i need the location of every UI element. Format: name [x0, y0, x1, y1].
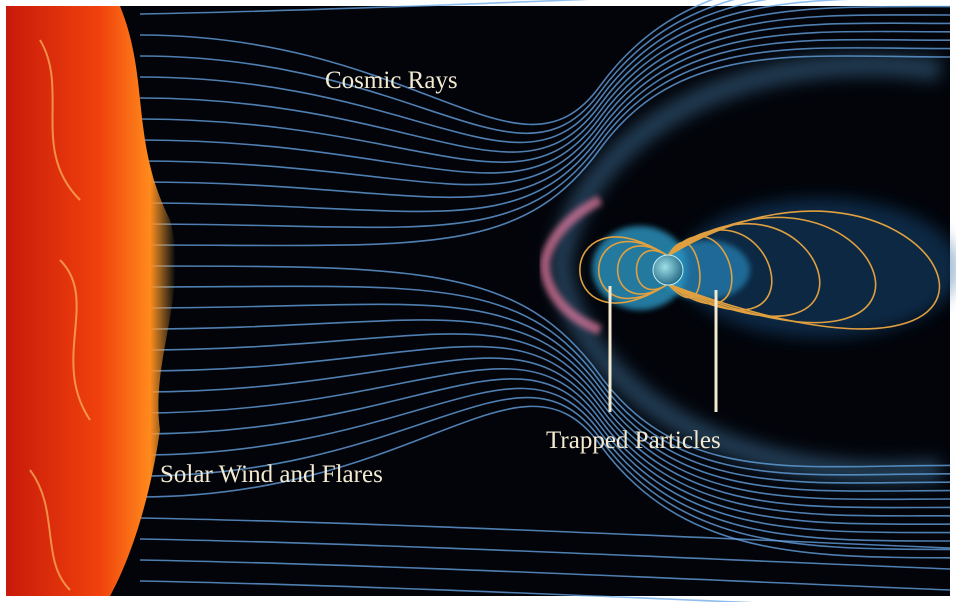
field-line	[139, 14, 951, 174]
field-line	[139, 0, 768, 144]
field-line	[139, 517, 951, 549]
field-line	[139, 38, 951, 213]
label-trapped-particles: Trapped Particles	[546, 427, 721, 454]
magnetosheath-glow	[548, 54, 942, 484]
field-line	[139, 405, 951, 559]
field-loop	[667, 210, 941, 330]
field-loop	[635, 249, 669, 291]
field-line	[139, 55, 951, 247]
field-line	[139, 0, 714, 126]
field-line	[139, 559, 951, 591]
field-line	[139, 47, 951, 229]
field-line	[139, 0, 736, 135]
field-line	[139, 303, 951, 484]
field-line	[139, 387, 951, 542]
field-line	[139, 580, 755, 602]
magnetotail	[680, 198, 956, 338]
field-line	[139, 30, 951, 199]
field-loop	[616, 245, 669, 295]
field-line	[139, 345, 951, 509]
radiation-belt	[592, 226, 688, 310]
field-line	[139, 368, 951, 526]
sun-texture	[29, 39, 91, 591]
field-line	[139, 5, 951, 163]
solar-wind-lines	[139, 0, 951, 602]
label-solar-wind: Solar Wind and Flares	[160, 461, 383, 488]
field-line	[139, 22, 951, 186]
bow-shock	[539, 195, 603, 335]
field-loop	[597, 240, 669, 300]
field-line	[139, 357, 951, 517]
sun	[6, 6, 176, 596]
field-line	[139, 378, 951, 534]
field-line	[139, 538, 951, 570]
field-line	[139, 0, 590, 15]
field-loops	[579, 210, 941, 330]
label-cosmic-rays: Cosmic Rays	[325, 67, 458, 94]
field-loop	[579, 236, 669, 304]
field-line	[139, 319, 951, 492]
field-line	[139, 333, 951, 501]
earth	[652, 254, 684, 286]
field-line	[139, 396, 951, 551]
field-line	[139, 0, 849, 153]
